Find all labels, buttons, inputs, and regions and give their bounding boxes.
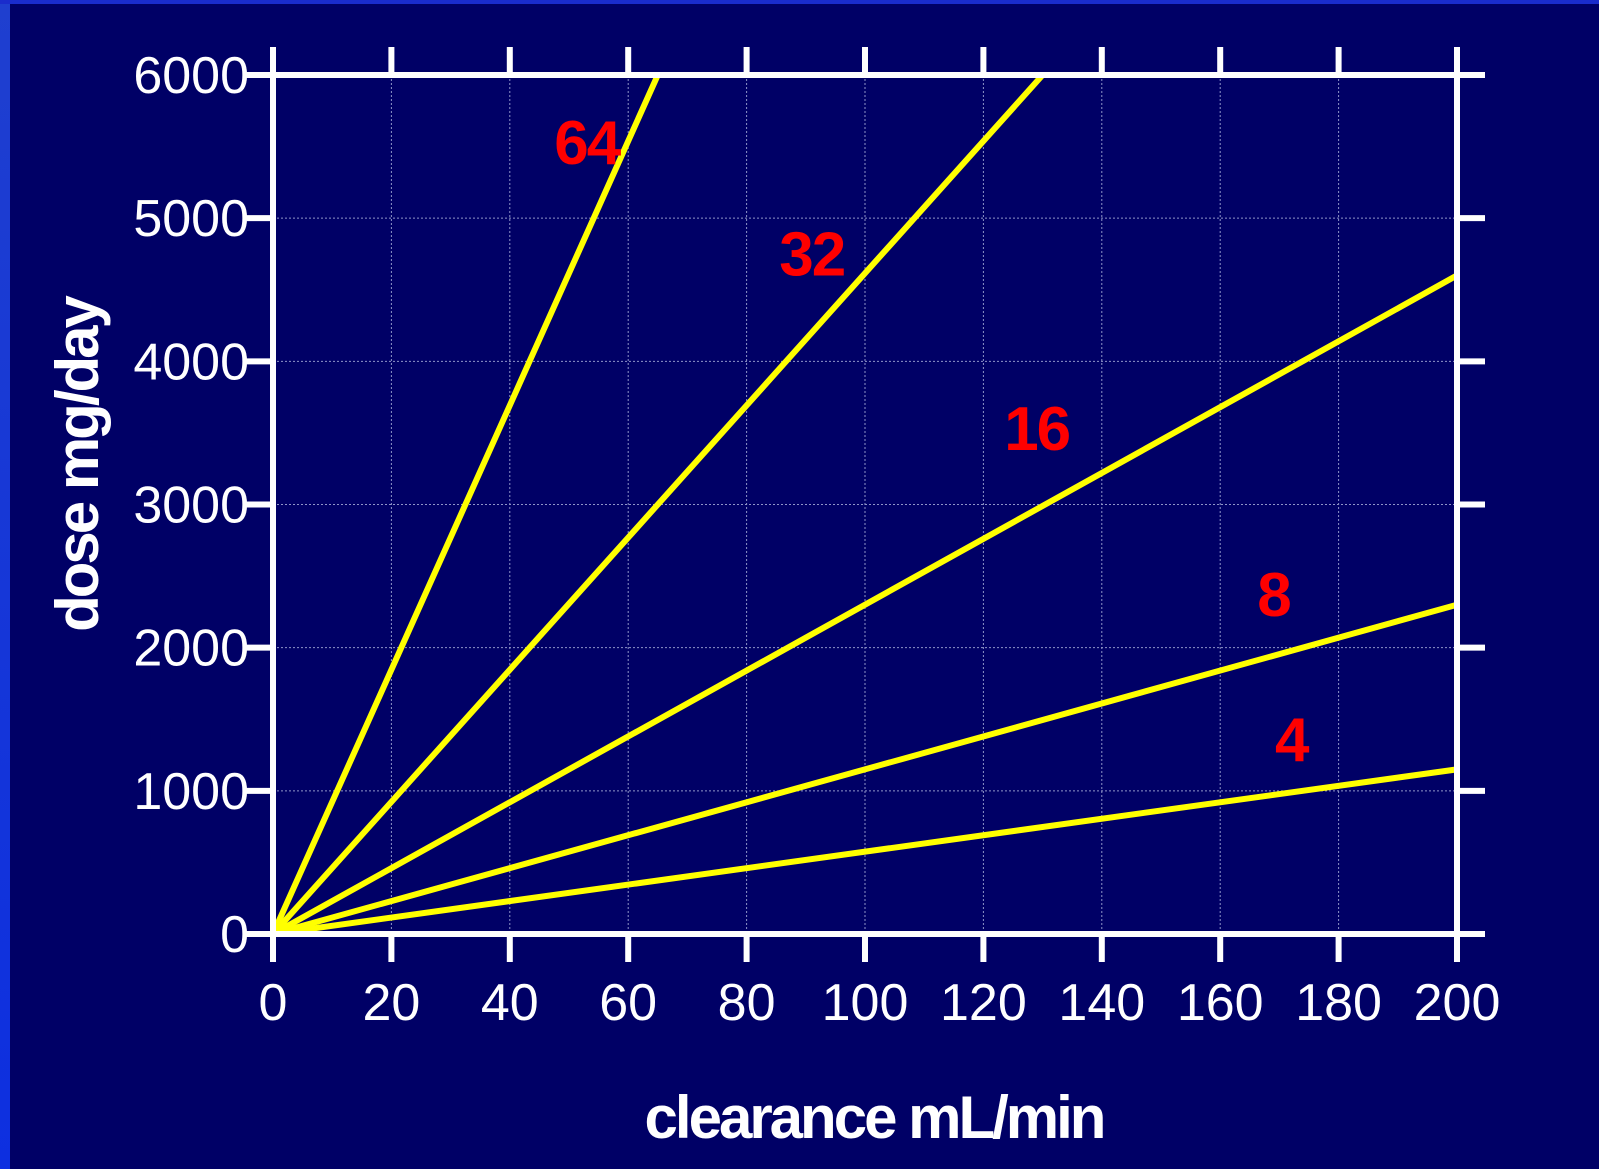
series-labels: 64 32 16 8 4 — [554, 109, 1312, 775]
slide-top-band — [0, 0, 1599, 4]
x-tick-label: 200 — [1414, 974, 1501, 1032]
y-tick-label: 2000 — [133, 620, 249, 678]
x-tick-label: 20 — [362, 974, 420, 1032]
series-label-16: 16 — [1004, 395, 1069, 464]
y-tick-label: 3000 — [133, 477, 249, 535]
x-tick-label: 40 — [481, 974, 539, 1032]
series-label-8: 8 — [1257, 561, 1290, 630]
x-tick-label: 140 — [1058, 974, 1145, 1032]
axes — [245, 47, 1485, 962]
x-tick-label: 180 — [1295, 974, 1382, 1032]
series-line-8 — [270, 601, 1460, 937]
x-tick-label: 100 — [822, 974, 909, 1032]
x-tick-label: 160 — [1177, 974, 1264, 1032]
series-line-64 — [270, 72, 661, 937]
y-tick-label: 1000 — [133, 763, 249, 821]
y-tick-label: 5000 — [133, 190, 249, 248]
x-tick-label: 60 — [599, 974, 657, 1032]
x-tick-label: 0 — [259, 974, 288, 1032]
grid-lines — [273, 75, 1457, 934]
series-label-32: 32 — [779, 220, 844, 289]
x-tick-label: 80 — [718, 974, 776, 1032]
y-tick-label: 6000 — [133, 47, 249, 105]
tick-labels: 0 20 40 60 80 100 120 140 160 180 2000100020003000… — [133, 47, 1500, 1032]
x-axis-title: clearance mL/min — [645, 1084, 1104, 1151]
series-label-4: 4 — [1275, 706, 1310, 775]
series-line-16 — [270, 272, 1460, 937]
series-line-32 — [270, 72, 1046, 937]
series-label-64: 64 — [554, 109, 621, 178]
y-tick-label: 4000 — [133, 333, 249, 391]
series-lines — [270, 72, 1460, 937]
slide-left-band — [0, 0, 10, 1169]
series-line-4 — [270, 766, 1460, 937]
y-axis-title: dose mg/day — [44, 294, 111, 631]
x-tick-label: 120 — [940, 974, 1027, 1032]
y-tick-label: 0 — [220, 906, 249, 964]
